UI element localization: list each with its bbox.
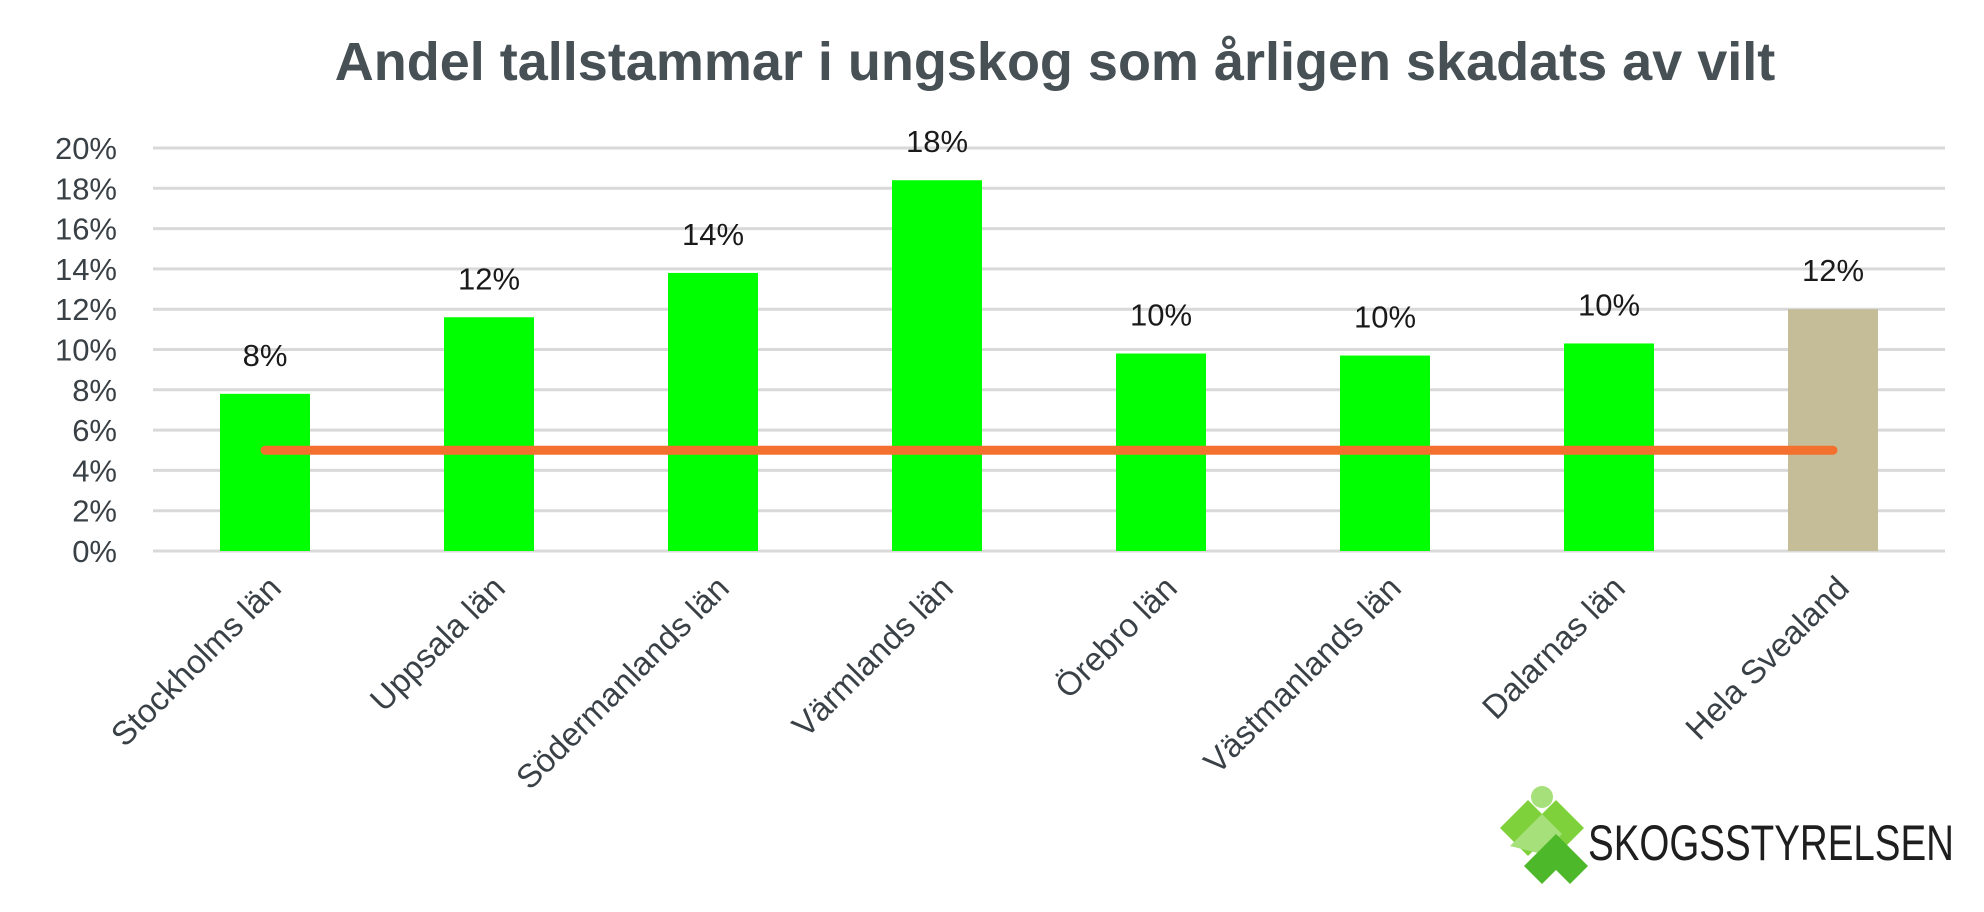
- y-tick-label: 14%: [55, 252, 117, 287]
- y-tick-label: 0%: [72, 534, 117, 569]
- bar: [892, 180, 982, 552]
- data-label: 10%: [1354, 300, 1416, 335]
- chart-title: Andel tallstammar i ungskog som årligen …: [335, 32, 1775, 92]
- data-labels: 8% 12% 14% 18% 10% 10% 10% 12%: [243, 124, 1864, 373]
- x-tick-label: Södermanlands län: [509, 569, 736, 796]
- y-axis-tick-labels: 0% 2% 4% 6% 8% 10% 12% 14% 16% 18% 20%: [55, 131, 117, 569]
- y-tick-label: 18%: [55, 171, 117, 206]
- gridlines: [153, 146, 1945, 553]
- data-label: 12%: [1802, 253, 1864, 288]
- y-tick-label: 8%: [72, 373, 117, 408]
- y-tick-label: 12%: [55, 292, 117, 327]
- skogsstyrelsen-logo: SKOGSSTYRELSEN: [1500, 786, 1954, 884]
- bar: [444, 317, 534, 551]
- y-tick-label: 16%: [55, 212, 117, 247]
- bar: [668, 272, 758, 551]
- data-label: 10%: [1578, 287, 1640, 322]
- y-tick-label: 4%: [72, 453, 117, 488]
- skogsstyrelsen-leaf-logo-icon: [1500, 786, 1588, 884]
- x-tick-label: Uppsala län: [363, 569, 512, 718]
- x-tick-label: Örebro län: [1048, 569, 1184, 705]
- y-tick-label: 20%: [55, 131, 117, 166]
- y-tick-label: 6%: [72, 413, 117, 448]
- data-label: 10%: [1130, 298, 1192, 333]
- data-label: 14%: [682, 217, 744, 252]
- bar: [1788, 309, 1878, 551]
- x-tick-label: Västmanlands län: [1196, 569, 1408, 781]
- x-tick-label: Värmlands län: [785, 569, 960, 744]
- logo-text: SKOGSSTYRELSEN: [1588, 815, 1954, 871]
- bar: [220, 393, 310, 551]
- x-tick-label: Stockholms län: [104, 569, 288, 753]
- bars: [220, 180, 1878, 552]
- data-label: 8%: [243, 338, 288, 373]
- x-tick-label: Hela Svealand: [1678, 569, 1856, 747]
- data-label: 12%: [458, 261, 520, 296]
- x-tick-label: Dalarnas län: [1475, 569, 1632, 726]
- y-tick-label: 10%: [55, 333, 117, 368]
- data-label: 18%: [906, 124, 968, 159]
- y-tick-label: 2%: [72, 494, 117, 529]
